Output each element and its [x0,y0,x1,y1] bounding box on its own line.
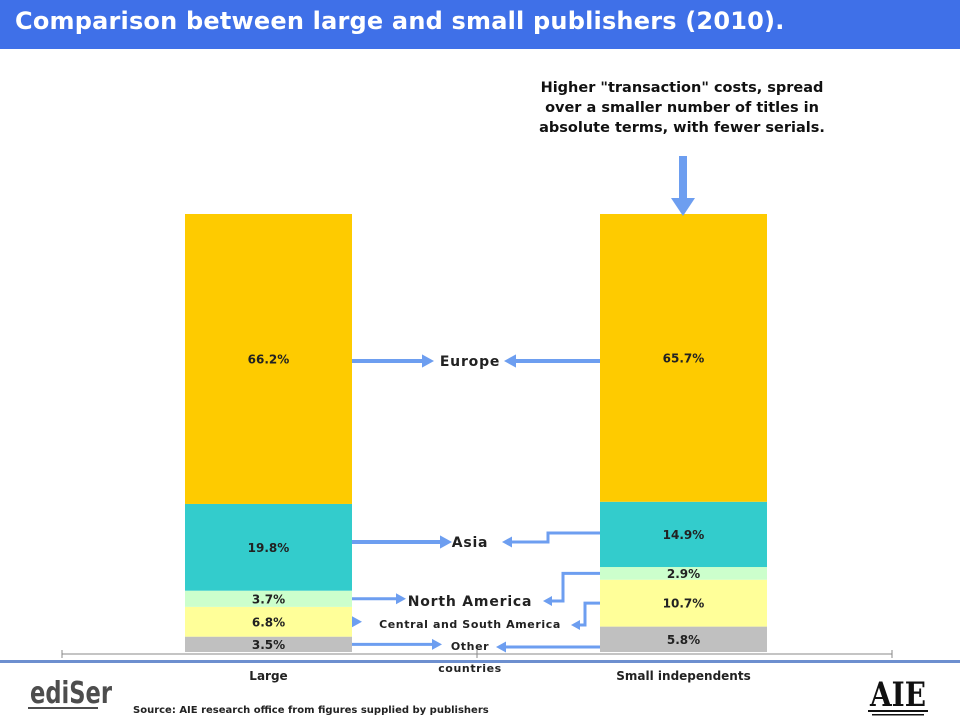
annotation-line-3: absolute terms, with fewer serials. [539,120,825,136]
bar-segment-central-and-south-america-small-independents [600,579,767,627]
data-label-asia-small-independents: 14.9% [663,528,705,542]
bar-segment-asia-small-independents [600,501,767,568]
svg-text:ediSer: ediSer [30,676,112,711]
footer-rule [0,660,960,663]
title-bar: Comparison between large and small publi… [0,0,960,49]
bar-segment-north-america-large [185,590,352,607]
data-label-central-and-south-america-large: 6.8% [252,615,285,629]
data-label-europe-small-independents: 65.7% [663,351,705,365]
legend-label-other-countries-line-2: countries [438,662,502,675]
legend-label-north-america: North America [408,594,533,610]
legend-label-asia: Asia [452,535,489,551]
data-label-other-countries-large: 3.5% [252,638,285,652]
annotation-line-1: Higher "transaction" costs, spread [541,80,824,96]
category-label-small-independents: Small independents [616,669,750,683]
bar-segment-north-america-small-independents [600,567,767,580]
arrowhead-right-europe [504,354,516,368]
bar-segment-europe-small-independents [600,214,767,502]
bar-segment-central-and-south-america-large [185,606,352,637]
data-label-north-america-large: 3.7% [252,592,285,606]
legend-label-europe: Europe [440,354,500,370]
legend-label-other-countries-line-1: Other [451,640,489,653]
source-note: Source: AIE research office from figures… [133,705,489,716]
connector-right-asia [510,531,600,544]
arrowhead-left-central-and-south-america [352,616,362,628]
x-axis [61,650,893,658]
annotation-line-2: over a smaller number of titles in [545,100,819,116]
legend-label-central-and-south-america: Central and South America [379,618,561,631]
arrowhead-left-asia [440,535,452,549]
stacked-bars [185,214,767,652]
aie-logo: AIE [868,675,928,716]
ediser-logo: ediSer [28,676,112,711]
connector-right-north-america [550,571,600,603]
category-label-large: Large [249,669,287,683]
arrowhead-left-europe [422,354,434,368]
annotation-arrow-head [671,198,695,216]
bar-segment-europe-large [185,214,352,504]
data-label-central-and-south-america-small-independents: 10.7% [663,597,705,611]
arrowhead-right-other-countries [496,641,506,653]
data-label-europe-large: 66.2% [248,352,290,366]
page-title: Comparison between large and small publi… [15,7,785,35]
arrowhead-left-north-america [396,593,406,605]
bar-segment-other-countries-large [185,636,352,652]
data-label-north-america-small-independents: 2.9% [667,567,700,581]
annotation-arrow-shaft [679,156,687,200]
svg-text:AIE: AIE [869,675,926,715]
data-label-other-countries-small-independents: 5.8% [667,633,700,647]
arrowhead-right-asia [502,536,512,548]
arrowhead-right-central-and-south-america [571,620,580,630]
data-label-asia-large: 19.8% [248,541,290,555]
bar-segment-other-countries-small-independents [600,626,767,652]
bar-segment-asia-large [185,503,352,591]
chart-text: 3.5% 6.8% 3.7% 19.8% 66.2% Large 5.8% 10.7% 2.9%… [248,80,825,683]
connector-right-central-and-south-america [578,601,600,627]
arrowhead-left-other-countries [432,638,442,650]
arrowhead-right-north-america [543,596,552,606]
series-connectors [352,156,695,653]
